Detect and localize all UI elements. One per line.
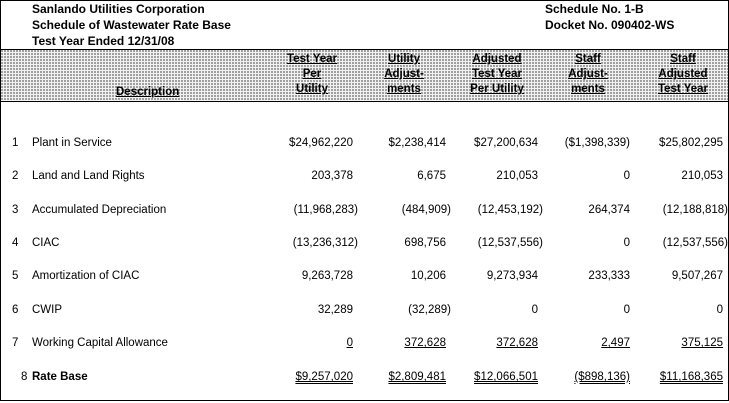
column-header-line: Staff — [670, 53, 696, 65]
cell-test-year: 203,378 — [311, 170, 353, 182]
row-label: CWIP — [32, 304, 63, 316]
column-header-line: Per Utility — [470, 83, 524, 95]
row-number: 8 — [21, 371, 28, 383]
cell-utility-adjustments: 6,675 — [417, 170, 446, 182]
column-header-adjusted-test-year: Adjusted Test Year Per Utility — [455, 52, 539, 97]
cell-adjusted-test-year: 9,273,934 — [486, 270, 538, 282]
row-label: Accumulated Depreciation — [32, 204, 167, 216]
column-header-line: Adjust- — [384, 68, 424, 80]
cell-staff-adjusted: (12,537,556) — [662, 237, 728, 249]
cell-staff-adjustments: 0 — [623, 170, 630, 182]
column-header-line: Adjust- — [568, 68, 608, 80]
table-row: 5 Amortization of CIAC 9,263,728 10,206 … — [0, 268, 729, 284]
row-label: Land and Land Rights — [32, 170, 145, 182]
cell-test-year: $24,962,220 — [289, 137, 353, 149]
column-header-band — [1, 49, 728, 102]
cell-staff-adjustments: 233,333 — [588, 270, 630, 282]
column-header-utility-adjustments: Utility Adjust- ments — [364, 52, 444, 97]
column-header-line: Adjusted — [658, 68, 708, 80]
row-number: 1 — [12, 137, 19, 149]
table-row-total: 8 Rate Base $9,257,020 $2,809,481 $12,06… — [0, 369, 729, 385]
cell-utility-adjustments: (32,289) — [408, 304, 451, 316]
cell-adjusted-test-year: 372,628 — [496, 337, 538, 349]
column-header-line: Adjusted — [472, 53, 522, 65]
table-row: 3 Accumulated Depreciation (11,968,283) … — [0, 202, 729, 218]
cell-staff-adjusted: 375,125 — [681, 337, 723, 349]
column-header-line: Test Year — [471, 68, 523, 80]
cell-staff-adjustments: 264,374 — [588, 204, 630, 216]
row-label: Plant in Service — [32, 137, 112, 149]
column-header-line: Per — [302, 68, 322, 80]
row-number: 7 — [12, 337, 19, 349]
cell-test-year: 0 — [346, 337, 353, 349]
row-label: Amortization of CIAC — [32, 270, 140, 282]
cell-staff-adjustments: 2,497 — [601, 337, 630, 349]
company-name: Sanlando Utilities Corporation — [32, 2, 205, 16]
column-header-line: Utility — [388, 53, 420, 65]
cell-staff-adjusted: 0 — [716, 304, 723, 316]
cell-adjusted-test-year: 0 — [531, 304, 538, 316]
cell-test-year: 9,263,728 — [301, 270, 353, 282]
cell-utility-adjustments: $2,238,414 — [388, 137, 446, 149]
row-number: 6 — [12, 304, 19, 316]
table-row: 6 CWIP 32,289 (32,289) 0 0 0 — [0, 302, 729, 318]
row-number: 5 — [12, 270, 19, 282]
column-header-line: Utility — [296, 83, 328, 95]
cell-adjusted-test-year: (12,537,556) — [477, 237, 543, 249]
column-header-line: Staff — [575, 53, 601, 65]
cell-utility-adjustments: (484,909) — [401, 204, 451, 216]
cell-adjusted-test-year: $12,066,501 — [474, 371, 538, 383]
column-header-line: ments — [387, 83, 421, 95]
column-header-description: Description — [116, 86, 180, 98]
cell-test-year: (11,968,283) — [293, 204, 358, 216]
cell-test-year: (13,236,312) — [292, 237, 358, 249]
cell-adjusted-test-year: 210,053 — [496, 170, 538, 182]
docket-number: Docket No. 090402-WS — [545, 18, 675, 32]
cell-staff-adjusted: (12,188,818) — [662, 204, 728, 216]
table-row: 7 Working Capital Allowance 0 372,628 37… — [0, 335, 729, 351]
cell-test-year: $9,257,020 — [295, 371, 353, 383]
row-label: Working Capital Allowance — [32, 337, 168, 349]
row-label: Rate Base — [32, 371, 88, 383]
row-number: 3 — [12, 204, 19, 216]
table-row: 1 Plant in Service $24,962,220 $2,238,41… — [0, 135, 729, 151]
column-header-test-year-per-utility: Test Year Per Utility — [266, 52, 358, 97]
row-number: 4 — [12, 237, 19, 249]
cell-staff-adjusted: $25,802,295 — [659, 137, 723, 149]
cell-staff-adjustments: ($1,398,339) — [564, 137, 630, 149]
row-label: CIAC — [32, 237, 60, 249]
cell-staff-adjusted: 9,507,267 — [671, 270, 723, 282]
cell-adjusted-test-year: (12,453,192) — [477, 204, 543, 216]
cell-staff-adjustments: 0 — [623, 304, 630, 316]
column-header-line: ments — [571, 83, 605, 95]
table-row: 4 CIAC (13,236,312) 698,756 (12,537,556)… — [0, 235, 729, 251]
schedule-title: Schedule of Wastewater Rate Base — [32, 18, 231, 32]
table-row: 2 Land and Land Rights 203,378 6,675 210… — [0, 168, 729, 184]
cell-staff-adjusted: $11,168,365 — [659, 371, 723, 383]
column-header-staff-adjustments: Staff Adjust- ments — [556, 52, 620, 97]
row-number: 2 — [12, 170, 19, 182]
test-year-label: Test Year Ended 12/31/08 — [32, 34, 175, 48]
schedule-number: Schedule No. 1-B — [545, 2, 644, 16]
cell-staff-adjustments: ($898,136) — [574, 371, 630, 383]
cell-utility-adjustments: $2,809,481 — [388, 371, 446, 383]
cell-utility-adjustments: 372,628 — [404, 337, 446, 349]
cell-staff-adjusted: 210,053 — [681, 170, 723, 182]
cell-test-year: 32,289 — [317, 304, 353, 316]
cell-adjusted-test-year: $27,200,634 — [474, 137, 538, 149]
column-header-line: Test Year — [286, 53, 338, 65]
cell-staff-adjustments: 0 — [623, 237, 630, 249]
cell-utility-adjustments: 10,206 — [410, 270, 446, 282]
column-header-line: Test Year — [657, 83, 709, 95]
column-header-staff-adjusted-test-year: Staff Adjusted Test Year — [646, 52, 720, 97]
cell-utility-adjustments: 698,756 — [404, 237, 446, 249]
